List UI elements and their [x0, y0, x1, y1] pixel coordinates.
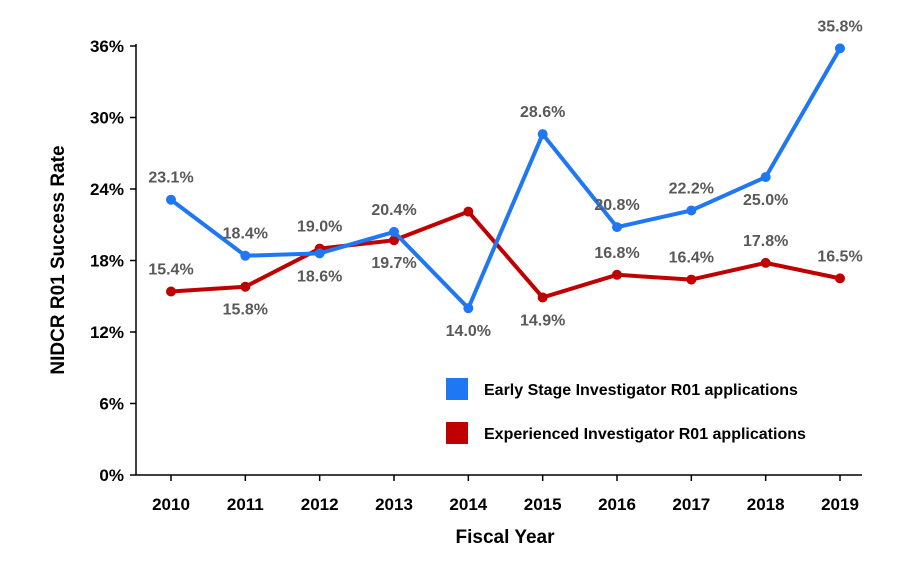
- series-layer: [166, 43, 845, 314]
- data-point: [166, 194, 176, 205]
- x-tick-label: 2017: [672, 495, 710, 514]
- legend-label: Early Stage Investigator R01 application…: [484, 382, 798, 399]
- data-labels: 23.1% 18.4% 18.6% 20.4% 14.0% 28.6% 20.8% 22.2%…: [148, 18, 862, 340]
- x-tick-label: 2015: [524, 495, 562, 514]
- data-point: [760, 172, 771, 183]
- data-label: 16.8%: [594, 245, 639, 262]
- legend-swatch: [446, 378, 468, 400]
- data-point: [389, 235, 399, 246]
- x-axis-ticks: 2010 2011 2012 2013 2014 2015 2016 2017 2018 2019: [152, 475, 859, 514]
- y-tick-label: 18%: [90, 252, 124, 271]
- data-label: 19.0%: [297, 219, 342, 236]
- data-point: [686, 205, 697, 216]
- data-label: 20.4%: [371, 202, 416, 219]
- data-label: 14.0%: [446, 323, 491, 340]
- data-label: 22.2%: [669, 180, 714, 197]
- data-label: 35.8%: [817, 18, 862, 35]
- y-tick-label: 24%: [90, 180, 124, 199]
- data-label: 15.4%: [148, 261, 193, 278]
- data-point: [835, 43, 845, 54]
- data-label: 15.8%: [223, 302, 268, 319]
- y-tick-label: 6%: [99, 395, 124, 414]
- data-label: 20.8%: [594, 197, 639, 214]
- data-point: [463, 303, 474, 314]
- data-point: [240, 250, 251, 261]
- series-line: [169, 46, 842, 311]
- data-point: [612, 222, 622, 233]
- data-point: [240, 281, 251, 292]
- x-tick-label: 2013: [375, 495, 413, 514]
- data-point: [389, 226, 399, 237]
- data-point: [686, 274, 697, 285]
- legend: Early Stage Investigator R01 application…: [446, 378, 806, 444]
- y-tick-label: 0%: [99, 466, 124, 485]
- data-point: [463, 206, 474, 217]
- data-label: 19.7%: [371, 255, 416, 272]
- data-point: [537, 129, 548, 140]
- series-line: [169, 209, 842, 300]
- data-label: 28.6%: [520, 104, 565, 121]
- data-label: 18.6%: [297, 268, 342, 285]
- data-point: [835, 273, 845, 284]
- data-label: 23.1%: [148, 170, 193, 187]
- data-point: [537, 292, 548, 303]
- data-point: [314, 248, 325, 259]
- legend-swatch: [446, 422, 468, 444]
- data-point: [166, 286, 176, 297]
- legend-label: Experienced Investigator R01 application…: [484, 426, 806, 443]
- x-tick-label: 2019: [821, 495, 859, 514]
- x-axis-title: Fiscal Year: [456, 527, 556, 548]
- data-label: 25.0%: [743, 192, 788, 209]
- data-label: 17.8%: [743, 233, 788, 250]
- y-axis-ticks: 0% 6% 12% 18% 24% 30% 36%: [90, 37, 136, 485]
- data-point: [760, 257, 771, 268]
- x-tick-label: 2012: [301, 495, 339, 514]
- y-tick-label: 12%: [90, 323, 124, 342]
- y-tick-label: 36%: [90, 37, 124, 56]
- data-label: 18.4%: [223, 226, 268, 243]
- data-point: [612, 269, 622, 280]
- x-tick-label: 2018: [747, 495, 785, 514]
- x-tick-label: 2011: [227, 495, 264, 514]
- x-tick-label: 2014: [449, 495, 487, 514]
- data-label: 14.9%: [520, 312, 565, 329]
- x-tick-label: 2016: [598, 495, 636, 514]
- x-tick-label: 2010: [152, 495, 190, 514]
- y-axis-title: NIDCR R01 Success Rate: [48, 145, 69, 374]
- data-label: 16.4%: [669, 250, 714, 267]
- y-tick-label: 30%: [90, 109, 124, 128]
- data-label: 16.5%: [817, 248, 862, 265]
